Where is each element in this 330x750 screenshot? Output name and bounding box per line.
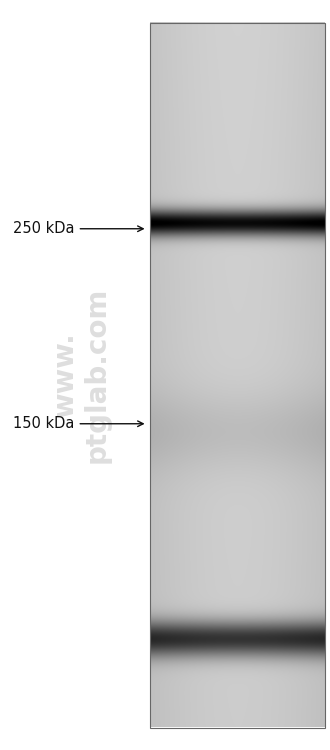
Bar: [150, 22, 325, 728]
Text: 150 kDa: 150 kDa: [13, 416, 143, 431]
Text: 250 kDa: 250 kDa: [13, 221, 143, 236]
Text: www.
ptglab.com: www. ptglab.com: [50, 286, 111, 464]
